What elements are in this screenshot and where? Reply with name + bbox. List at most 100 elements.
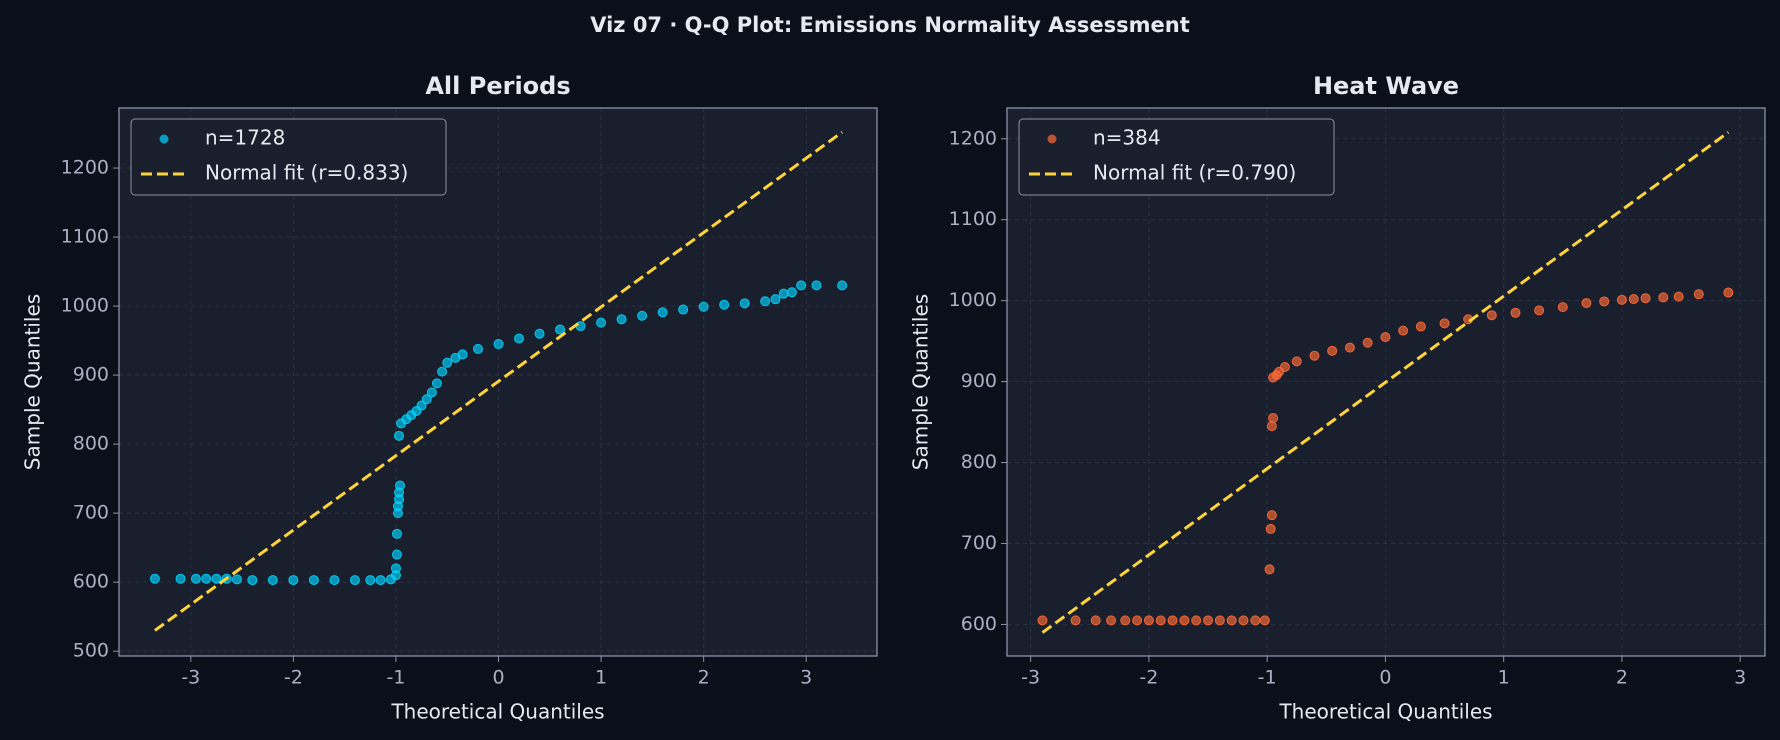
data-point <box>1640 293 1651 304</box>
data-point <box>1415 321 1426 332</box>
data-point <box>1581 298 1592 309</box>
legend-label: n=1728 <box>205 126 285 150</box>
y-tick-label: 800 <box>961 451 997 473</box>
data-point <box>596 317 607 328</box>
x-tick-label: -1 <box>386 667 405 689</box>
data-point <box>1279 362 1290 373</box>
data-point <box>1439 318 1450 329</box>
data-point <box>786 287 797 298</box>
data-point <box>770 294 781 305</box>
data-point <box>149 573 160 584</box>
x-tick-label: 0 <box>492 667 504 689</box>
data-point <box>201 573 212 584</box>
data-point <box>678 304 689 315</box>
data-point <box>1723 287 1734 298</box>
data-point <box>247 575 258 586</box>
data-point <box>493 339 504 350</box>
x-tick-label: 2 <box>1616 667 1628 689</box>
fit-line <box>1041 131 1730 634</box>
data-point <box>390 563 401 574</box>
legend-label: Normal fit (r=0.833) <box>205 161 408 185</box>
data-point <box>1203 615 1214 626</box>
data-point <box>288 575 299 586</box>
data-point <box>231 574 242 585</box>
figure-title: Viz 07 · Q-Q Plot: Emissions Normality A… <box>590 13 1190 37</box>
data-point <box>1658 292 1669 303</box>
y-tick-label: 1200 <box>61 157 109 179</box>
data-point <box>391 549 402 560</box>
data-point <box>1226 615 1237 626</box>
legend-label: Normal fit (r=0.790) <box>1093 161 1296 185</box>
x-axis-label: Theoretical Quantiles <box>1278 700 1492 724</box>
data-point <box>1616 294 1627 305</box>
data-point <box>308 575 319 586</box>
x-tick-label: 0 <box>1379 667 1391 689</box>
legend-marker <box>159 134 169 144</box>
panel-title: Heat Wave <box>1313 72 1459 100</box>
x-tick-label: 1 <box>595 667 607 689</box>
data-point <box>1510 307 1521 318</box>
data-point <box>431 378 442 389</box>
y-tick-label: 600 <box>73 571 109 593</box>
data-point <box>395 480 406 491</box>
data-point <box>1673 291 1684 302</box>
y-tick-label: 1100 <box>61 226 109 248</box>
panel-title: All Periods <box>425 72 570 100</box>
data-point <box>1380 332 1391 343</box>
data-point <box>698 301 709 312</box>
data-point <box>394 430 405 441</box>
data-point <box>1259 615 1270 626</box>
data-point <box>1291 356 1302 367</box>
data-point <box>1309 350 1320 361</box>
data-point <box>1143 615 1154 626</box>
y-tick-label: 900 <box>73 364 109 386</box>
legend-label: n=384 <box>1093 126 1161 150</box>
data-point <box>1250 615 1261 626</box>
data-point <box>1362 337 1373 348</box>
data-point <box>175 573 186 584</box>
data-point <box>1266 421 1277 432</box>
data-point <box>1264 564 1275 575</box>
data-point <box>1090 615 1101 626</box>
data-point <box>457 349 468 360</box>
data-point <box>1534 305 1545 316</box>
legend-marker <box>1047 134 1057 144</box>
data-point <box>1191 615 1202 626</box>
data-point <box>190 573 201 584</box>
axes-frame <box>118 107 878 657</box>
data-point <box>1265 523 1276 534</box>
y-tick-label: 1000 <box>61 295 109 317</box>
y-tick-label: 700 <box>73 502 109 524</box>
data-point <box>1557 302 1568 313</box>
data-point <box>1132 615 1143 626</box>
data-point <box>1398 325 1409 336</box>
data-point <box>739 298 750 309</box>
data-point <box>1266 510 1277 521</box>
data-point <box>1628 294 1639 305</box>
data-point <box>267 575 278 586</box>
data-point <box>1214 615 1225 626</box>
data-point <box>1693 289 1704 300</box>
data-point <box>778 288 789 299</box>
data-point <box>657 307 668 318</box>
x-tick-label: -2 <box>1139 667 1158 689</box>
data-point <box>442 357 453 368</box>
x-tick-label: -3 <box>181 667 200 689</box>
data-point <box>1037 615 1048 626</box>
data-point <box>1155 615 1166 626</box>
fit-line <box>154 130 844 632</box>
x-tick-label: 1 <box>1498 667 1510 689</box>
x-tick-label: -3 <box>1021 667 1040 689</box>
y-tick-label: 600 <box>961 613 997 635</box>
data-point <box>1167 615 1178 626</box>
data-point <box>375 575 386 586</box>
data-point <box>211 573 222 584</box>
x-tick-label: -2 <box>284 667 303 689</box>
data-point <box>391 528 402 539</box>
data-point <box>1486 310 1497 321</box>
data-point <box>426 387 437 398</box>
data-point <box>514 333 525 344</box>
data-point <box>1070 615 1081 626</box>
data-point <box>472 343 483 354</box>
